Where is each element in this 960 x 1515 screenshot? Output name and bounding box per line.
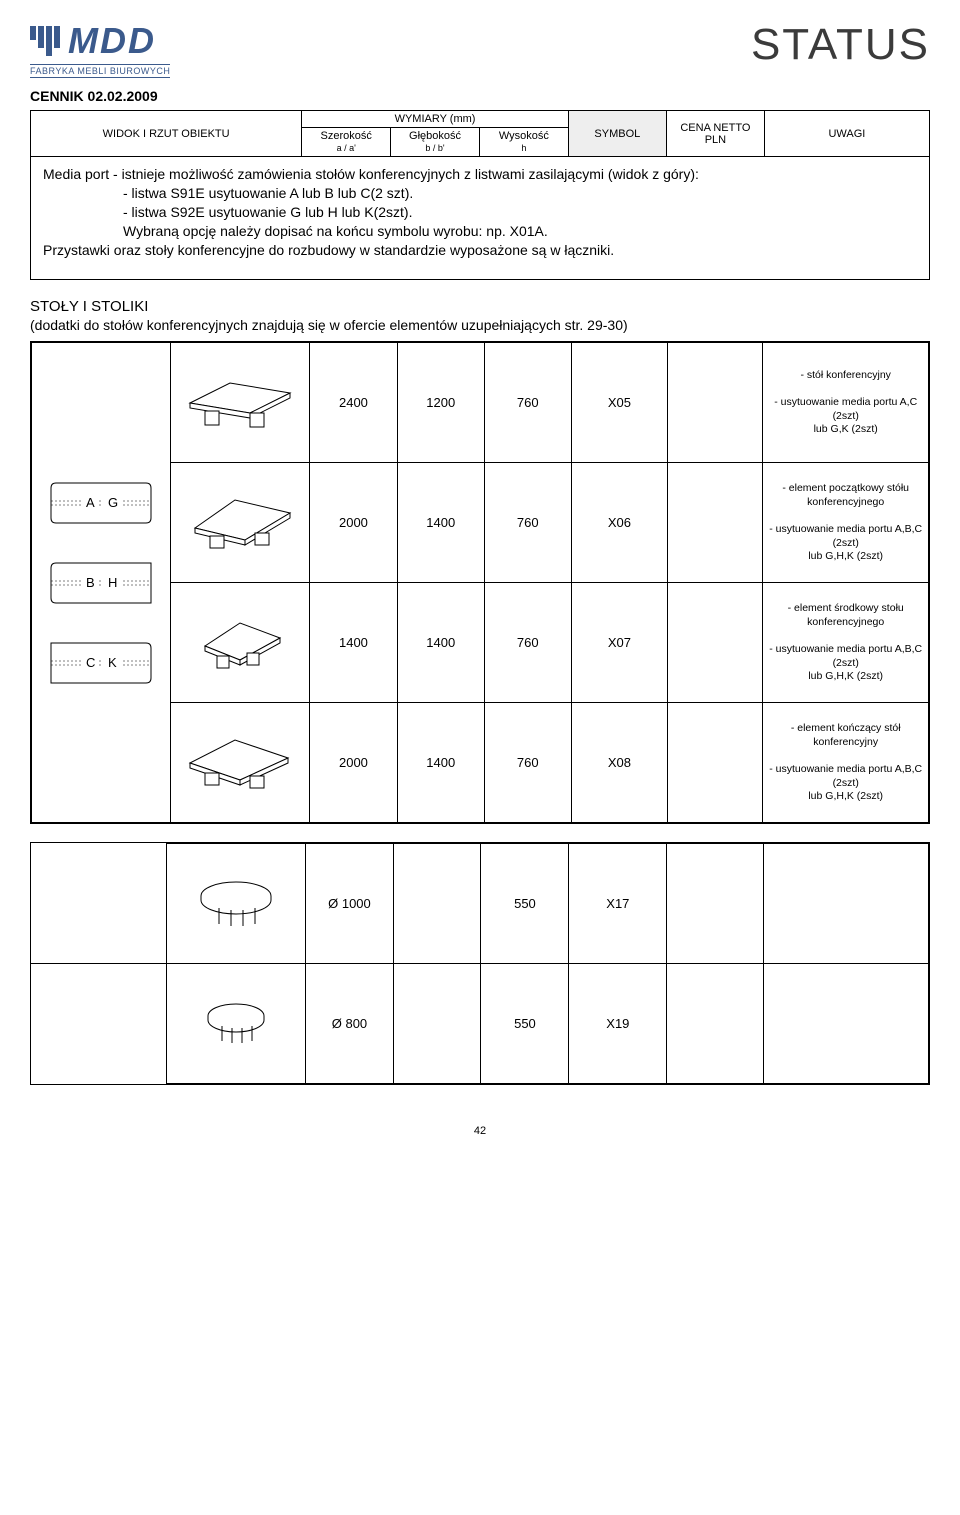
table-x17-icon xyxy=(191,874,281,934)
page-header: MDD FABRYKA MEBLI BIUROWYCH STATUS xyxy=(30,20,930,78)
svg-text:G: G xyxy=(108,495,118,510)
logo-main: MDD xyxy=(30,20,170,62)
note-line-3: - listwa S92E usytuowanie G lub H lub K(… xyxy=(43,203,917,222)
cell-sym: X19 xyxy=(569,964,667,1084)
pricelist-date: CENNIK 02.02.2009 xyxy=(30,88,930,104)
svg-text:B: B xyxy=(86,575,95,590)
cell-d: 1200 xyxy=(397,343,484,463)
col-wys-label: Wysokość xyxy=(499,130,549,142)
cell-note xyxy=(764,844,929,964)
product-image-cell xyxy=(170,583,309,703)
empty-cell xyxy=(31,964,167,1084)
section-sub: (dodatki do stołów konferencyjnych znajd… xyxy=(30,317,930,333)
cell-d xyxy=(394,964,481,1084)
note-line-2: - listwa S91E usytuowanie A lub B lub C(… xyxy=(43,184,917,203)
col-uwagi: UWAGI xyxy=(764,111,929,157)
col-szer-sub: a / a' xyxy=(337,143,356,153)
cell-sym: X08 xyxy=(571,703,667,823)
col-cena: CENA NETTO PLN xyxy=(666,111,764,157)
cell-w: Ø 800 xyxy=(305,964,393,1084)
cell-h: 550 xyxy=(481,844,569,964)
cell-price xyxy=(667,844,764,964)
table-x06-icon xyxy=(180,488,300,558)
product-image-cell xyxy=(170,703,309,823)
table-x08-icon xyxy=(180,728,300,798)
cell-w: 2400 xyxy=(310,343,397,463)
logo-text: MDD xyxy=(68,20,156,62)
col-wys: Wysokość h xyxy=(479,128,568,157)
cell-d xyxy=(394,844,481,964)
section-title: STOŁY I STOLIKI xyxy=(30,298,930,315)
cell-w: 2000 xyxy=(310,703,397,823)
col-widok: WIDOK I RZUT OBIEKTU xyxy=(31,111,302,157)
cell-h: 760 xyxy=(484,703,571,823)
col-gleb: Głębokość b / b' xyxy=(391,128,480,157)
svg-text:C: C xyxy=(86,655,95,670)
cell-price xyxy=(667,964,764,1084)
cell-price xyxy=(668,343,763,463)
cell-note: - element kończący stół konferencyjny - … xyxy=(763,703,929,823)
note-line-5: Przystawki oraz stoły konferencyjne do r… xyxy=(43,241,917,260)
cell-sym: X07 xyxy=(571,583,667,703)
product-table-2: Ø 1000 550 X17 Ø 800 550 X19 xyxy=(31,843,929,1084)
product-image-cell xyxy=(170,343,309,463)
svg-text:H: H xyxy=(108,575,117,590)
col-gleb-sub: b / b' xyxy=(425,143,444,153)
cell-price xyxy=(668,463,763,583)
table-row: Ø 800 550 X19 xyxy=(31,964,929,1084)
product-image-cell xyxy=(167,844,306,964)
col-szer-label: Szerokość xyxy=(321,130,372,142)
cell-d: 1400 xyxy=(397,583,484,703)
logo-subtitle: FABRYKA MEBLI BIUROWYCH xyxy=(30,64,170,78)
plan-ag-icon: A G xyxy=(46,478,156,528)
table-x07-icon xyxy=(185,608,295,678)
cell-sym: X17 xyxy=(569,844,667,964)
cell-note: - stół konferencyjny - usytuowanie media… xyxy=(763,343,929,463)
column-header-table: WIDOK I RZUT OBIEKTU WYMIARY (mm) SYMBOL… xyxy=(30,110,930,157)
cell-w: 1400 xyxy=(310,583,397,703)
table-1: A G B H xyxy=(30,341,930,824)
table-row: Ø 1000 550 X17 xyxy=(31,844,929,964)
svg-text:A: A xyxy=(86,495,95,510)
cell-h: 760 xyxy=(484,343,571,463)
cell-w: Ø 1000 xyxy=(305,844,393,964)
logo: MDD FABRYKA MEBLI BIUROWYCH xyxy=(30,20,170,78)
col-symbol: SYMBOL xyxy=(568,111,666,157)
page-number: 42 xyxy=(30,1125,930,1137)
cell-d: 1400 xyxy=(397,463,484,583)
empty-cell xyxy=(31,844,167,964)
cell-h: 760 xyxy=(484,463,571,583)
cell-note xyxy=(764,964,929,1084)
cell-h: 760 xyxy=(484,583,571,703)
note-line-4: Wybraną opcję należy dopisać na końcu sy… xyxy=(43,222,917,241)
product-image-cell xyxy=(170,463,309,583)
plan-diagram-cell: A G B H xyxy=(32,343,171,823)
cell-price xyxy=(668,583,763,703)
logo-bars-icon xyxy=(30,26,60,56)
note-line-1: Media port - istnieje możliwość zamówien… xyxy=(43,165,917,184)
cell-price xyxy=(668,703,763,823)
table-x05-icon xyxy=(180,368,300,438)
document-title: STATUS xyxy=(751,20,930,70)
cell-d: 1400 xyxy=(397,703,484,823)
plan-bh-icon: B H xyxy=(46,558,156,608)
table-row: A G B H xyxy=(32,343,929,463)
plan-ck-icon: C K xyxy=(46,638,156,688)
product-image-cell xyxy=(167,964,306,1084)
table-2: Ø 1000 550 X17 Ø 800 550 X19 xyxy=(30,842,930,1085)
col-szer: Szerokość a / a' xyxy=(302,128,391,157)
col-gleb-label: Głębokość xyxy=(409,130,461,142)
product-table-1: A G B H xyxy=(31,342,929,823)
svg-text:K: K xyxy=(108,655,117,670)
cell-h: 550 xyxy=(481,964,569,1084)
col-wys-sub: h xyxy=(521,143,526,153)
cell-note: - element początkowy stółu konferencyjne… xyxy=(763,463,929,583)
table-x19-icon xyxy=(196,996,276,1051)
notes-block: Media port - istnieje możliwość zamówien… xyxy=(30,157,930,280)
cell-note: - element środkowy stołu konferencyjnego… xyxy=(763,583,929,703)
cell-w: 2000 xyxy=(310,463,397,583)
col-wymiary: WYMIARY (mm) xyxy=(302,111,568,128)
cell-sym: X05 xyxy=(571,343,667,463)
cell-sym: X06 xyxy=(571,463,667,583)
